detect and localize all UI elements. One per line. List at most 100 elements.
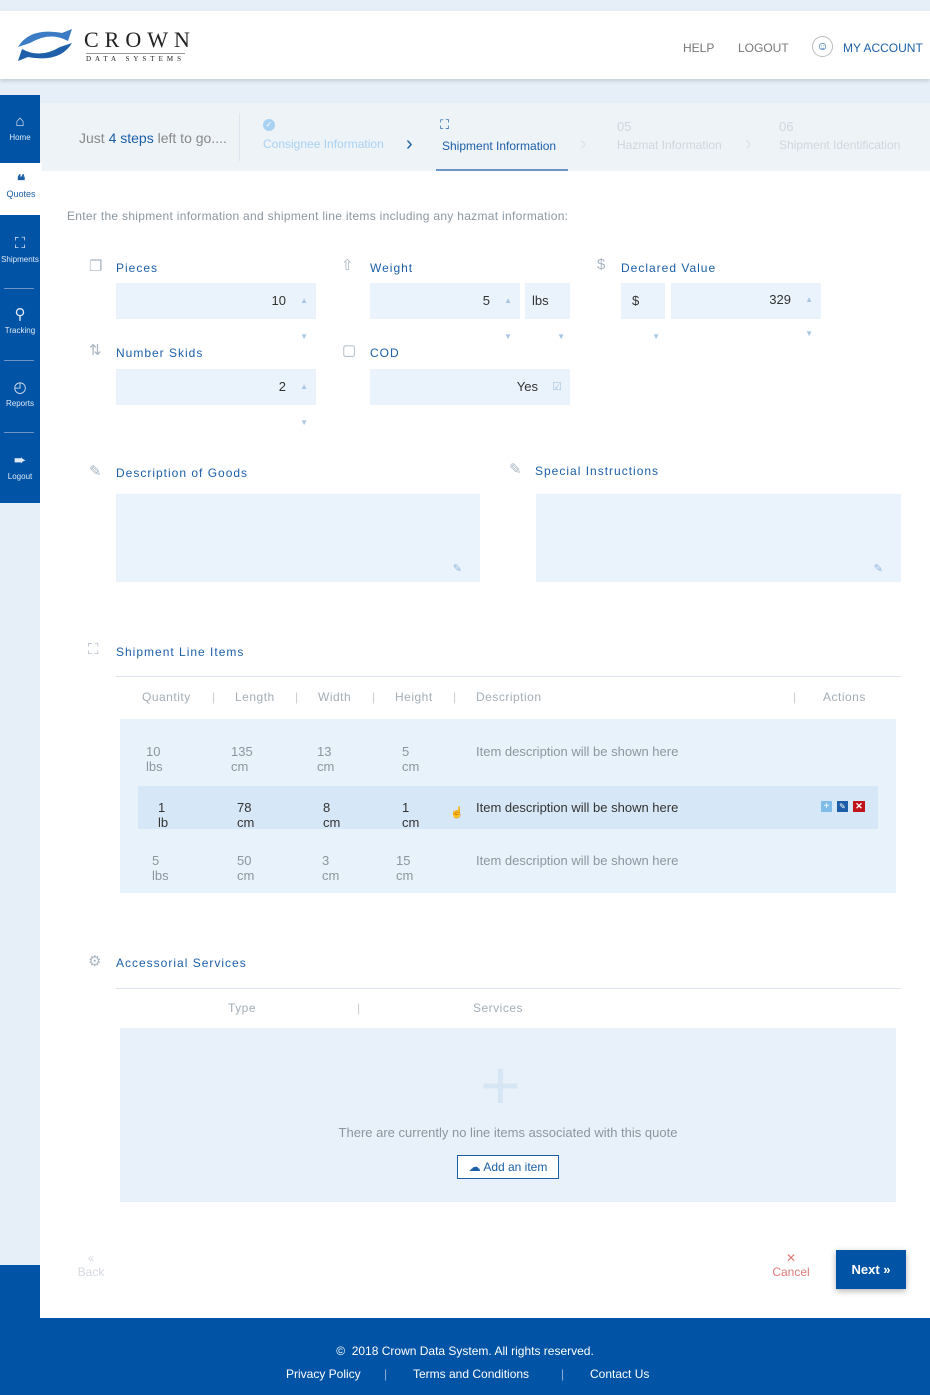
pie-chart-icon: ◴ <box>13 379 27 396</box>
cell-quantity: 10 lbs <box>146 744 163 774</box>
cell-width: 13 cm <box>317 744 335 774</box>
spinner-icon[interactable]: ▲ ▼ <box>300 382 308 427</box>
divider <box>4 432 34 433</box>
terms-link[interactable]: Terms and Conditions <box>413 1367 530 1381</box>
declared-value-stepper[interactable]: 329 ▲ ▼ <box>671 283 821 338</box>
box-icon: ▢ <box>342 342 357 359</box>
col-actions: Actions <box>823 690 866 704</box>
sidebar-item-reports[interactable]: ◴ Reports <box>0 378 40 408</box>
weight-unit-select[interactable]: lbs ▼ <box>525 283 570 341</box>
cell-width: 3 cm <box>322 853 340 883</box>
link-separator: | <box>384 1367 388 1381</box>
number-skids-stepper[interactable]: 2 ▲ ▼ <box>116 369 316 427</box>
sidebar-item-shipments[interactable]: ⛶ Shipments <box>0 235 40 264</box>
next-button[interactable]: Next » <box>836 1250 906 1289</box>
back-button[interactable]: «Back <box>74 1251 108 1279</box>
cell-length: 50 cm <box>237 853 255 883</box>
upload-icon: ⇧ <box>341 257 354 274</box>
weight-label: Weight <box>370 261 414 275</box>
copyright: © 2018 Crown Data System. All rights res… <box>0 1344 930 1358</box>
col-sep: | <box>212 690 216 704</box>
col-sep: | <box>295 690 299 704</box>
col-services: Services <box>473 1001 524 1015</box>
next-label: Next <box>851 1262 880 1277</box>
sidebar-item-home[interactable]: ⌂ Home <box>0 113 40 142</box>
logo[interactable]: CROWN DATA SYSTEMS <box>10 25 200 65</box>
copyright-text: 2018 Crown Data System. All rights reser… <box>351 1344 594 1358</box>
logout-icon: ➨ <box>13 452 27 469</box>
intro-pre: Just <box>79 130 109 146</box>
sidebar-item-quotes[interactable]: ❝ Quotes <box>0 163 42 215</box>
steps-count: 4 steps <box>108 130 154 146</box>
step-progress: Just 4 steps left to go.... ✓ Consignee … <box>40 103 930 171</box>
step-consignee[interactable]: ✓ Consignee Information <box>263 119 384 151</box>
spinner-icon[interactable]: ▲ ▼ <box>504 296 512 341</box>
description-textarea[interactable]: ✎ <box>116 494 480 582</box>
row-highlight <box>138 786 878 829</box>
step-shipment[interactable]: ⛶ Shipment Information <box>436 103 568 171</box>
add-icon[interactable]: + <box>821 801 832 812</box>
sidebar-item-label: Logout <box>7 472 33 481</box>
cell-description: Item description will be shown here <box>476 853 679 868</box>
user-icon[interactable]: ☺ <box>812 36 833 57</box>
add-item-button[interactable]: ☁ Add an item <box>457 1155 559 1179</box>
step-hazmat[interactable]: 05 Hazmat Information <box>617 119 722 152</box>
logo-text: CROWN <box>84 27 196 52</box>
special-instructions-label: Special Instructions <box>535 464 660 478</box>
description-label: Description of Goods <box>116 466 249 480</box>
sidebar: ⌂ Home ❝ Quotes ⛶ Shipments ⚲ Tracking ◴ Repo… <box>0 95 42 503</box>
weight-stepper[interactable]: 5 ▲ ▼ <box>370 283 520 341</box>
weight-unit-value: lbs <box>532 293 549 308</box>
edit-icon[interactable]: ✎ <box>837 801 848 812</box>
contact-link[interactable]: Contact Us <box>590 1367 650 1381</box>
cancel-button[interactable]: ✕ Cancel <box>768 1251 814 1279</box>
back-label: Back <box>77 1265 105 1279</box>
col-quantity: Quantity <box>142 690 191 704</box>
gear-icon: ⚙ <box>88 953 102 970</box>
my-account-link[interactable]: MY ACCOUNT <box>843 41 923 55</box>
col-description: Description <box>476 690 542 704</box>
chevron-right-icon: › <box>580 133 587 155</box>
footer: © 2018 Crown Data System. All rights res… <box>0 1318 930 1395</box>
home-icon: ⌂ <box>15 113 25 130</box>
col-sep: | <box>357 1001 361 1015</box>
pieces-label: Pieces <box>116 261 159 275</box>
logo-subtext: DATA SYSTEMS <box>86 53 185 63</box>
help-link[interactable]: HELP <box>683 41 715 55</box>
step-identification[interactable]: 06 Shipment Identification <box>779 119 900 152</box>
sidebar-item-logout[interactable]: ➨ Logout <box>0 451 40 481</box>
cell-quantity: 5 lbs <box>152 853 169 883</box>
step-number: 05 <box>617 119 632 134</box>
truck-icon: ⛶ <box>14 235 26 252</box>
col-sep: | <box>453 690 457 704</box>
spinner-icon[interactable]: ▲ ▼ <box>805 295 813 338</box>
cell-description: Item description will be shown here <box>476 800 679 815</box>
cod-select[interactable]: Yes ☑ <box>370 369 570 405</box>
pieces-stepper[interactable]: 10 ▲ ▼ <box>116 283 316 341</box>
col-length: Length <box>235 690 275 704</box>
step-label: Shipment Information <box>442 139 557 153</box>
sidebar-item-label: Reports <box>5 399 34 408</box>
edit-icon: ✎ <box>509 461 522 478</box>
delete-icon[interactable]: ✕ <box>853 801 865 812</box>
close-icon: ✕ <box>785 1251 797 1265</box>
cell-height: 15 cm <box>396 853 414 883</box>
cell-quantity: 1 lb <box>158 800 169 830</box>
check-icon: ✓ <box>263 119 275 131</box>
cell-length: 78 cm <box>237 800 255 830</box>
logo-icon <box>18 29 72 61</box>
spinner-icon[interactable]: ▲ ▼ <box>300 296 308 341</box>
special-instructions-textarea[interactable]: ✎ <box>536 494 901 582</box>
logout-link[interactable]: LOGOUT <box>738 41 789 55</box>
sidebar-item-tracking[interactable]: ⚲ Tracking <box>0 305 40 335</box>
privacy-policy-link[interactable]: Privacy Policy <box>286 1367 361 1381</box>
number-skids-label: Number Skids <box>116 346 204 360</box>
col-type: Type <box>228 1001 257 1015</box>
cloud-upload-icon: ☁ <box>468 1160 481 1174</box>
skids-icon: ⇅ <box>89 342 102 359</box>
currency-select[interactable]: $ ▼ <box>621 283 665 341</box>
divider <box>116 676 901 677</box>
search-icon: ⚲ <box>14 306 26 323</box>
add-item-label: Add an item <box>483 1160 548 1174</box>
truck-icon: ⛶ <box>440 117 450 132</box>
